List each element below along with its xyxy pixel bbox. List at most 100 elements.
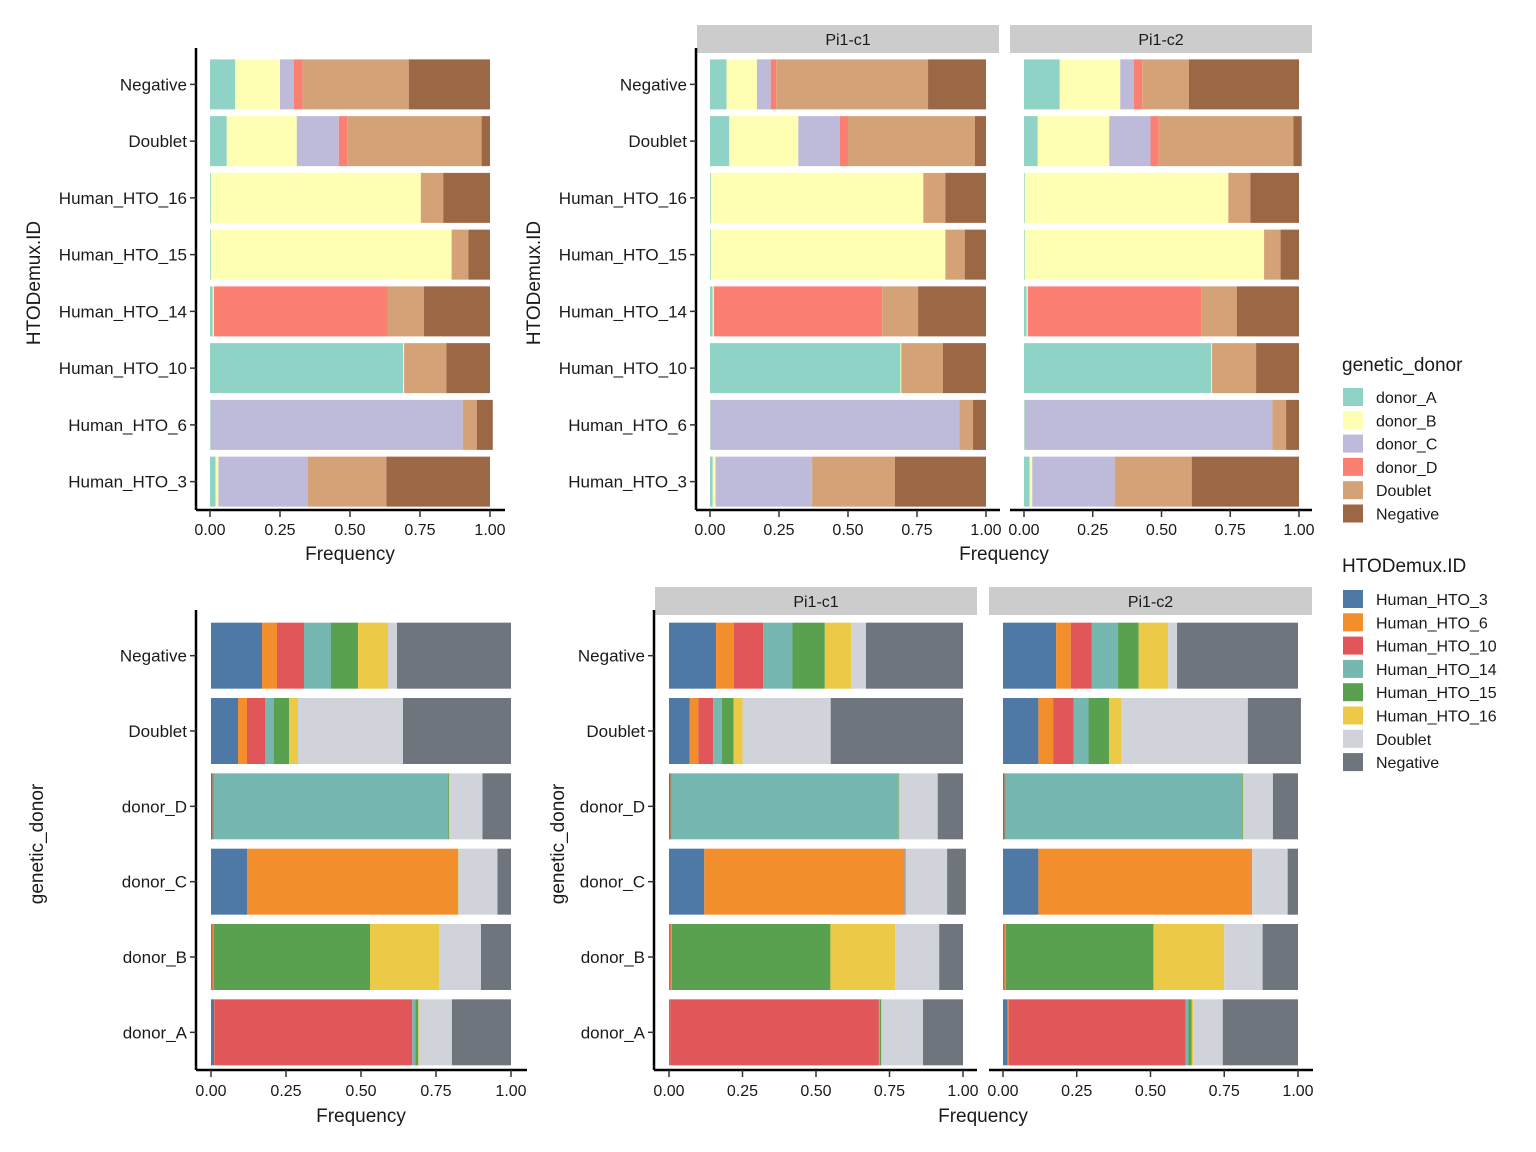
bar-segment-donor-b <box>210 172 421 223</box>
bar-segment-doublet <box>899 773 938 840</box>
bar-segment-donor-b <box>1026 286 1028 337</box>
bar-segment-human-hto-14 <box>713 698 722 764</box>
y-tick-label: Human_HTO_10 <box>59 359 187 378</box>
bar-segment-human-hto-6 <box>669 924 671 990</box>
legend-label: donor_D <box>1376 460 1437 477</box>
bar-segment-human-hto-3 <box>1003 848 1039 915</box>
x-tick-label: 0.25 <box>270 1083 301 1100</box>
bar-segment-doublet <box>959 399 974 450</box>
bar-segment-donor-a <box>710 343 901 394</box>
x-tick-label: 1.00 <box>947 1083 978 1100</box>
bar-segment-human-hto-15 <box>879 999 882 1066</box>
bar-segment-donor-a <box>210 116 227 167</box>
y-axis-title: genetic_donor <box>27 783 48 904</box>
legend-swatch <box>1343 659 1363 678</box>
bar-segment-donor-a <box>710 172 711 223</box>
bar-segment-human-hto-10 <box>213 773 214 840</box>
bar-segment-negative <box>1236 286 1299 337</box>
legend-title: genetic_donor <box>1342 355 1463 376</box>
bar-segment-negative <box>443 172 490 223</box>
bar-segment-donor-d <box>213 286 388 337</box>
bar-segment-doublet <box>895 924 940 990</box>
bar-segment-human-hto-14 <box>1091 622 1119 689</box>
bar-segment-negative <box>451 999 511 1066</box>
x-tick-label: 1.00 <box>1283 522 1314 539</box>
bar-segment-donor-a <box>1024 229 1025 280</box>
bar-segment-human-hto-16 <box>824 622 852 689</box>
bar-segment-donor-b <box>710 229 946 280</box>
bar-segment-doublet <box>439 924 481 990</box>
bar-segment-human-hto-6 <box>212 773 214 840</box>
bar-segment-human-hto-3 <box>211 773 213 840</box>
bar-segment-doublet <box>882 286 919 337</box>
x-tick-label: 0.25 <box>264 522 295 539</box>
bar-segment-negative <box>865 622 963 689</box>
bar-segment-human-hto-6 <box>1007 999 1009 1066</box>
bar-segment-doublet <box>881 999 924 1066</box>
bar-segment-human-hto-6 <box>1004 773 1006 840</box>
legend-label: donor_B <box>1376 413 1437 430</box>
x-tick-label: 0.00 <box>694 522 725 539</box>
bar-segment-human-hto-10 <box>214 999 413 1066</box>
bar-segment-human-hto-16 <box>370 924 439 990</box>
legend-2: HTODemux.ID Human_HTO_3 Human_HTO_6 Human_H… <box>1342 556 1497 772</box>
bar-segment-human-hto-6 <box>247 848 457 915</box>
bar-segment-donor-d <box>294 59 303 110</box>
bar-segment-doublet <box>945 229 965 280</box>
y-tick-label: Human_HTO_16 <box>59 189 187 208</box>
bar-segment-negative <box>446 343 490 394</box>
bar-segment-donor-a <box>210 456 216 507</box>
bar-segment-human-hto-3 <box>669 848 705 915</box>
bar-segment-negative <box>918 286 986 337</box>
y-tick-label: donor_C <box>580 873 645 892</box>
bar-segment-human-hto-15 <box>1005 924 1154 990</box>
facet-strip-label: Pi1-c2 <box>1128 594 1173 611</box>
x-tick-label: 1.00 <box>495 1083 526 1100</box>
y-tick-label: donor_D <box>122 797 187 816</box>
bar-segment-donor-b <box>403 343 405 394</box>
y-axis-title: HTODemux.ID <box>24 221 45 345</box>
bar-segment-doublet <box>1264 229 1281 280</box>
bar-segment-human-hto-14 <box>265 698 274 764</box>
bar-segment-donor-a <box>210 286 213 337</box>
bar-segment-doublet <box>451 229 469 280</box>
legend-label: Human_HTO_16 <box>1376 709 1497 726</box>
x-tick-label: 0.25 <box>763 522 794 539</box>
bar-segment-human-hto-3 <box>669 924 670 990</box>
bar-segment-donor-d <box>839 116 848 167</box>
bar-segment-donor-c <box>1032 456 1115 507</box>
bar-segment-negative <box>894 456 986 507</box>
bar-segment-human-hto-14 <box>904 848 906 915</box>
bar-segment-human-hto-10 <box>698 698 714 764</box>
y-tick-label: Human_HTO_6 <box>68 416 187 435</box>
bar-segment-human-hto-15 <box>214 924 370 990</box>
bar-segment-donor-a <box>710 456 713 507</box>
bar-segment-donor-a <box>1024 456 1030 507</box>
y-tick-label: Human_HTO_16 <box>559 189 687 208</box>
bar-segment-doublet <box>1272 399 1287 450</box>
bar-segment-human-hto-10 <box>1053 698 1074 764</box>
bar-segment-human-hto-15 <box>898 773 899 840</box>
bar-segment-human-hto-3 <box>211 999 214 1066</box>
x-tick-label: 0.75 <box>901 522 932 539</box>
bar-segment-doublet <box>1158 116 1294 167</box>
legend-swatch <box>1343 434 1363 453</box>
chart-panel-1: Negative Doublet Human_HTO_16 Human_HTO_15 H… <box>24 48 506 565</box>
facet-strip-box <box>989 587 1312 615</box>
bar-segment-donor-a <box>710 286 713 337</box>
bar-segment-doublet <box>449 773 483 840</box>
legend-swatch <box>1343 706 1363 725</box>
y-tick-label: donor_B <box>123 948 187 967</box>
bar-segment-donor-d <box>1134 59 1143 110</box>
y-tick-label: Doublet <box>128 132 187 151</box>
bar-segment-human-hto-15 <box>671 924 831 990</box>
bar-segment-human-hto-15 <box>331 622 358 689</box>
bar-segment-human-hto-6 <box>704 848 905 915</box>
bar-segment-human-hto-3 <box>1003 622 1057 689</box>
bar-segment-human-hto-16 <box>1191 999 1194 1066</box>
bar-segment-negative <box>1191 456 1299 507</box>
bar-segment-doublet <box>458 848 498 915</box>
bar-segment-human-hto-10 <box>247 698 265 764</box>
bar-segment-negative <box>830 698 963 764</box>
bar-segment-donor-c <box>710 399 960 450</box>
